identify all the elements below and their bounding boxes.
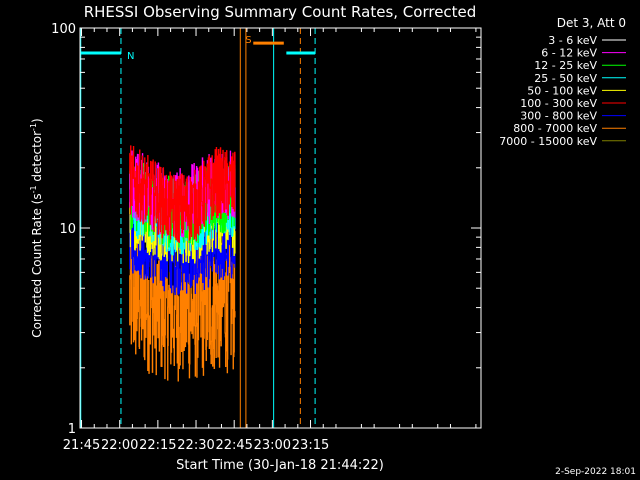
axes: 1 10 100 21:45 22:00 22:15 22:30 22:45 23:00 23:1… bbox=[51, 22, 482, 453]
y-axis-label: Corrected Count Rate (s-1 detector-1) bbox=[29, 118, 44, 337]
y-axis-label-sup2: -1 bbox=[29, 123, 38, 131]
legend-label-3: 25 - 50 keV bbox=[534, 72, 597, 85]
legend-label-2: 12 - 25 keV bbox=[534, 59, 597, 72]
x-tick-label-5: 23:00 bbox=[254, 438, 291, 453]
legend-label-7: 800 - 7000 keV bbox=[513, 122, 597, 135]
legend-label-6: 300 - 800 keV bbox=[520, 110, 597, 123]
plot-area: NS bbox=[80, 28, 316, 428]
y-axis-label-end: ) bbox=[30, 118, 44, 123]
y-tick-label-1: 10 bbox=[59, 222, 76, 237]
legend-label-8: 7000 - 15000 keV bbox=[499, 135, 597, 148]
x-tick-label-1: 22:00 bbox=[101, 438, 138, 453]
legend-label-1: 6 - 12 keV bbox=[541, 47, 597, 60]
flag-label-0: N bbox=[127, 51, 134, 62]
x-tick-label-3: 22:30 bbox=[177, 438, 214, 453]
chart-title: RHESSI Observing Summary Count Rates, Co… bbox=[84, 3, 477, 21]
series-line-5 bbox=[129, 145, 236, 243]
y-tick-label-2: 100 bbox=[51, 22, 76, 37]
x-tick-label-2: 22:15 bbox=[139, 438, 176, 453]
legend-label-4: 50 - 100 keV bbox=[527, 84, 597, 97]
y-axis-label-mid: detector bbox=[30, 131, 44, 186]
legend-label-0: 3 - 6 keV bbox=[548, 34, 597, 47]
x-tick-label-6: 23:15 bbox=[292, 438, 329, 453]
y-tick-label-0: 1 bbox=[68, 422, 76, 437]
legend-label-5: 100 - 300 keV bbox=[520, 97, 597, 110]
y-axis-label-sup1: -1 bbox=[29, 185, 38, 193]
x-tick-label-4: 22:45 bbox=[215, 438, 252, 453]
flag-label-1: S bbox=[245, 35, 251, 46]
legend-header: Det 3, Att 0 bbox=[557, 16, 626, 30]
x-tick-label-0: 21:45 bbox=[63, 438, 100, 453]
x-axis-label: Start Time (30-Jan-18 21:44:22) bbox=[176, 458, 384, 473]
y-axis-label-main: Corrected Count Rate (s bbox=[30, 193, 44, 337]
footer-date: 2-Sep-2022 18:01 bbox=[555, 467, 636, 477]
